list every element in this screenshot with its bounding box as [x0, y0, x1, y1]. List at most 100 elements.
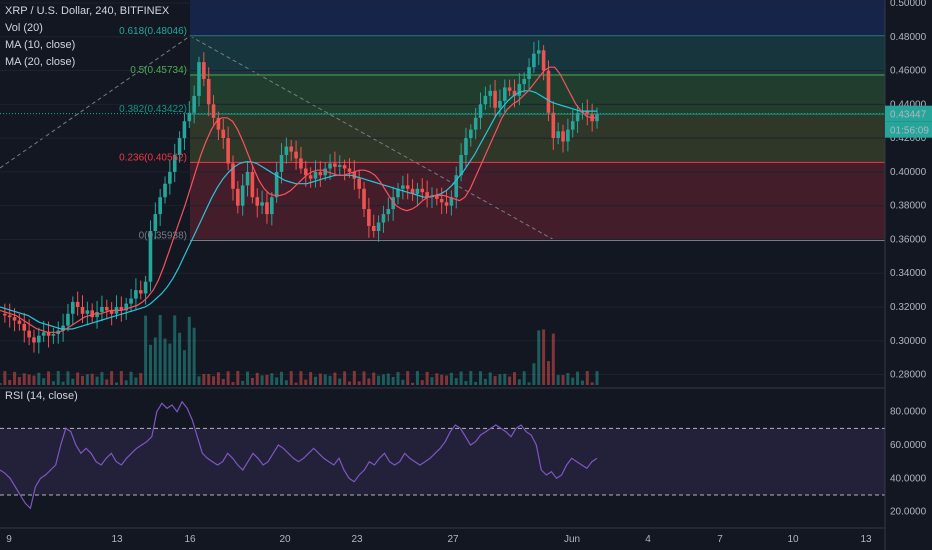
candle-body [425, 192, 429, 198]
volume-bar [372, 372, 376, 385]
volume-bar [430, 377, 434, 385]
volume-bar [32, 375, 36, 385]
volume-bar [352, 371, 356, 385]
candle-body [303, 168, 308, 176]
candle-body [274, 171, 279, 198]
ma10-label[interactable]: MA (10, close) [5, 39, 76, 51]
date-tick-label: 7 [717, 534, 723, 545]
price-tick-label: 0.36000 [890, 234, 927, 245]
volume-bar [110, 371, 114, 385]
volume-bar [411, 382, 415, 385]
candle-body [566, 129, 570, 142]
candle-body [507, 87, 512, 91]
volume-bar [542, 329, 546, 385]
fib-zone-0618 [190, 36, 885, 76]
candle-body [163, 183, 167, 198]
ma20-line [0, 90, 597, 330]
candle-body [211, 104, 216, 118]
candle-body [483, 95, 488, 105]
volume-bar [498, 374, 502, 385]
date-tick-label: 20 [279, 534, 291, 545]
volume-bar [27, 374, 31, 385]
candle-body [7, 315, 12, 318]
candle-body [575, 112, 580, 122]
candle-body [197, 62, 201, 96]
fib-zone-05 [190, 75, 885, 115]
volume-bar [158, 315, 162, 385]
candle-body [517, 84, 522, 96]
candle-body [401, 185, 405, 189]
volume-bar [527, 382, 531, 385]
vol-label[interactable]: Vol (20) [5, 22, 43, 34]
candle-body [231, 163, 235, 189]
volume-bar [42, 378, 46, 385]
volume-bar [22, 373, 26, 385]
volume-bar [148, 344, 152, 385]
candle-body [270, 197, 274, 215]
volume-bar [284, 380, 288, 385]
volume-bar [192, 327, 196, 385]
volume-bar [445, 375, 449, 385]
volume-bar [187, 316, 191, 385]
candle-body [512, 90, 517, 96]
candle-body [265, 202, 269, 215]
countdown-label: 01:56:09 [890, 126, 929, 137]
volume-bar [66, 371, 70, 385]
volume-bar [114, 382, 118, 385]
price-tick-label: 0.28000 [890, 370, 927, 381]
volume-bar [139, 373, 143, 385]
candle-body [119, 307, 124, 311]
volume-bar [585, 371, 589, 385]
fib-labels: 0.618(0.48046) 0.5(0.45734) 0.382(0.43422)… [119, 26, 187, 241]
volume-bar [61, 381, 65, 385]
volume-bar [76, 372, 80, 385]
symbol-label[interactable]: XRP / U.S. Dollar, 240, BITFINEX [5, 5, 170, 17]
volume-bar [391, 376, 395, 385]
volume-bar [503, 373, 507, 385]
volume-bar [173, 315, 177, 385]
candle-body [3, 313, 7, 316]
volume-bar [309, 372, 313, 385]
volume-bar [449, 372, 453, 385]
candle-body [17, 320, 22, 324]
candle-body [202, 62, 206, 79]
candle-body [168, 171, 172, 184]
candle-body [236, 188, 240, 206]
volume-bar [318, 373, 322, 385]
candle-body [536, 50, 541, 54]
candle-body [289, 146, 294, 152]
candle-body [172, 155, 177, 172]
candle-body [367, 209, 371, 226]
volume-bar [454, 378, 458, 385]
candle-body [75, 301, 80, 307]
volume-bar [406, 371, 410, 385]
candle-body [182, 121, 187, 139]
candle-body [386, 209, 391, 215]
price-tick-label: 0.46000 [890, 66, 927, 77]
date-tick-label: 27 [447, 534, 459, 545]
candle-body [546, 70, 551, 113]
volume-bar [294, 382, 298, 385]
candle-body [498, 100, 502, 108]
rsi-pane [0, 400, 885, 510]
countdown-tag [885, 121, 932, 138]
candle-body [80, 307, 85, 314]
price-tick-label: 0.50000 [890, 0, 927, 9]
price-tick-label: 0.34000 [890, 268, 927, 279]
candle-body [473, 117, 478, 130]
fib-label: 0.618(0.48046) [119, 26, 187, 37]
rsi-legend[interactable]: RSI (14, close) [5, 390, 78, 402]
volume-bar [338, 378, 342, 385]
candle-body [124, 303, 128, 311]
ma20-label[interactable]: MA (20, close) [5, 56, 76, 68]
volume-bar [13, 371, 17, 385]
candle-body [541, 50, 546, 71]
date-tick-label: 23 [351, 534, 363, 545]
volume-bar [85, 374, 89, 385]
date-tick-label: Jun [564, 534, 580, 545]
volume-bar [212, 376, 216, 385]
date-tick-label: 13 [860, 534, 872, 545]
candle-body [396, 188, 400, 198]
ma10-line [0, 66, 597, 333]
